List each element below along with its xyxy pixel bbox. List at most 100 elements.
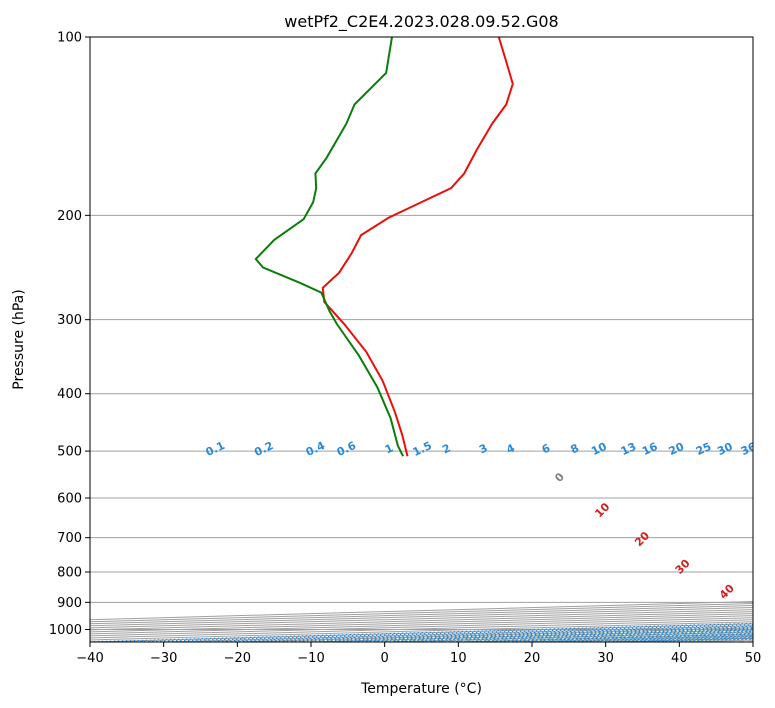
y-tick-label: 100 (57, 31, 82, 46)
mixing-ratio-label: 25 (694, 440, 713, 458)
dewpoint-line (254, 37, 404, 457)
temperature-line (321, 37, 514, 457)
dry-adiabat (188, 625, 753, 642)
y-axis: 100 200 300 400 500 600 700 800 900 1000 (49, 31, 90, 638)
mixing-ratio-label: 30 (715, 440, 735, 458)
dry-adiabat (562, 635, 753, 642)
x-tick-label: 10 (450, 651, 467, 666)
mixing-ratio-label: 36 (739, 440, 759, 458)
moist-adiabat (679, 639, 753, 642)
isotherm (90, 607, 753, 627)
isotherm (752, 641, 753, 642)
dry-adiabat (114, 622, 753, 642)
chart-title: wetPf2_C2E4.2023.028.09.52.G08 (284, 12, 558, 32)
x-tick-label: 30 (597, 651, 614, 666)
plot-frame (89, 36, 754, 643)
y-tick-label: 800 (57, 566, 82, 581)
mixing-ratio-line (546, 635, 753, 642)
mixing-ratio-label: 8 (569, 442, 581, 457)
y-tick-label: 400 (57, 387, 82, 402)
isotherm (531, 635, 753, 642)
x-tick-label: 40 (671, 651, 688, 666)
isotherm (90, 603, 753, 623)
isotherm (90, 611, 753, 631)
mixing-ratio-label: 0.6 (335, 439, 358, 459)
moist-adiabat (421, 632, 753, 642)
y-tick-label: 600 (57, 492, 82, 507)
mixing-ratio-line (645, 638, 753, 642)
x-axis-label: Temperature (°C) (360, 681, 482, 697)
y-tick-label: 500 (57, 445, 82, 460)
mixing-ratio-label: 1.5 (411, 439, 434, 459)
x-tick-label: −40 (76, 651, 103, 666)
x-tick-label: −10 (297, 651, 324, 666)
y-tick-label: 300 (57, 313, 82, 328)
mixing-ratio-label: 16 (640, 440, 660, 458)
y-axis-label: Pressure (hPa) (11, 289, 27, 389)
mixing-ratio-label: 2 (440, 442, 452, 457)
isotherm (90, 617, 753, 637)
moist-adiabat (642, 638, 753, 642)
isotherm (90, 600, 753, 621)
isotherm (605, 637, 753, 642)
moist-adiabat (531, 635, 753, 642)
mixing-ratio-label: 4 (504, 441, 517, 456)
profiles (254, 37, 514, 457)
isotherm (90, 619, 753, 639)
moist-adiabat (347, 629, 753, 642)
dry-adiabat (636, 638, 753, 642)
moist-adiabat (568, 636, 753, 642)
isotherm (90, 609, 753, 629)
y-tick-label: 200 (57, 209, 82, 224)
theta-e-label: 40 (717, 582, 737, 602)
mixing-ratio-label: 0.1 (204, 439, 227, 459)
moist-adiabat (384, 630, 753, 642)
mixing-ratio-label: 6 (540, 441, 553, 456)
y-tick-label: 1000 (49, 623, 82, 638)
x-axis: −40 −30 −20 −10 0 10 20 30 40 50 (76, 642, 761, 666)
background-lines (90, 37, 753, 642)
isotherm (90, 615, 753, 635)
mixing-ratio-label: 10 (589, 440, 609, 458)
mixing-ratio-labels: 0.1 0.2 0.4 0.6 1 1.5 2 3 4 6 8 10 13 16 20 25 30 36 (204, 439, 759, 459)
x-tick-label: −20 (224, 651, 251, 666)
isotherm (90, 605, 753, 625)
theta-e-label: 30 (673, 557, 693, 577)
mixing-ratio-label: 20 (667, 440, 687, 458)
dry-adiabat (487, 633, 753, 642)
moist-adiabat (605, 637, 753, 642)
dry-adiabat (711, 640, 753, 642)
y-tick-label: 900 (57, 596, 82, 611)
moist-adiabat (237, 626, 753, 642)
isotherm (163, 625, 753, 642)
isotherm (679, 639, 753, 642)
mixing-ratio-label: 1 (383, 442, 395, 457)
isotherm (384, 631, 753, 642)
y-tick-label: 700 (57, 531, 82, 546)
x-tick-label: 50 (745, 651, 762, 666)
isotherm (310, 629, 753, 642)
isotherm (90, 621, 753, 641)
mixing-ratio-label: 0.2 (252, 439, 275, 459)
theta-e-label: 20 (632, 529, 652, 549)
isotherm (90, 613, 753, 633)
mixing-ratio-label: 13 (619, 440, 638, 458)
x-tick-label: −30 (150, 651, 177, 666)
isotherm (458, 633, 753, 642)
dry-adiabat (263, 627, 753, 642)
dry-adiabat (338, 629, 753, 642)
isotherm (237, 627, 753, 642)
mixing-ratio-label: 0.4 (304, 439, 327, 459)
theta-e-label: 10 (592, 500, 612, 520)
isotherm (90, 623, 753, 642)
moist-adiabat (274, 627, 753, 642)
x-tick-label: 20 (524, 651, 541, 666)
mixing-ratio-label: 3 (477, 442, 489, 457)
mixing-ratio-line (90, 622, 753, 642)
theta-e-labels: 0 10 20 30 40 (552, 470, 737, 602)
moist-adiabat (458, 633, 753, 642)
mixing-ratio-line (365, 630, 753, 642)
dry-adiabat (412, 631, 753, 642)
moist-adiabat (310, 628, 753, 642)
